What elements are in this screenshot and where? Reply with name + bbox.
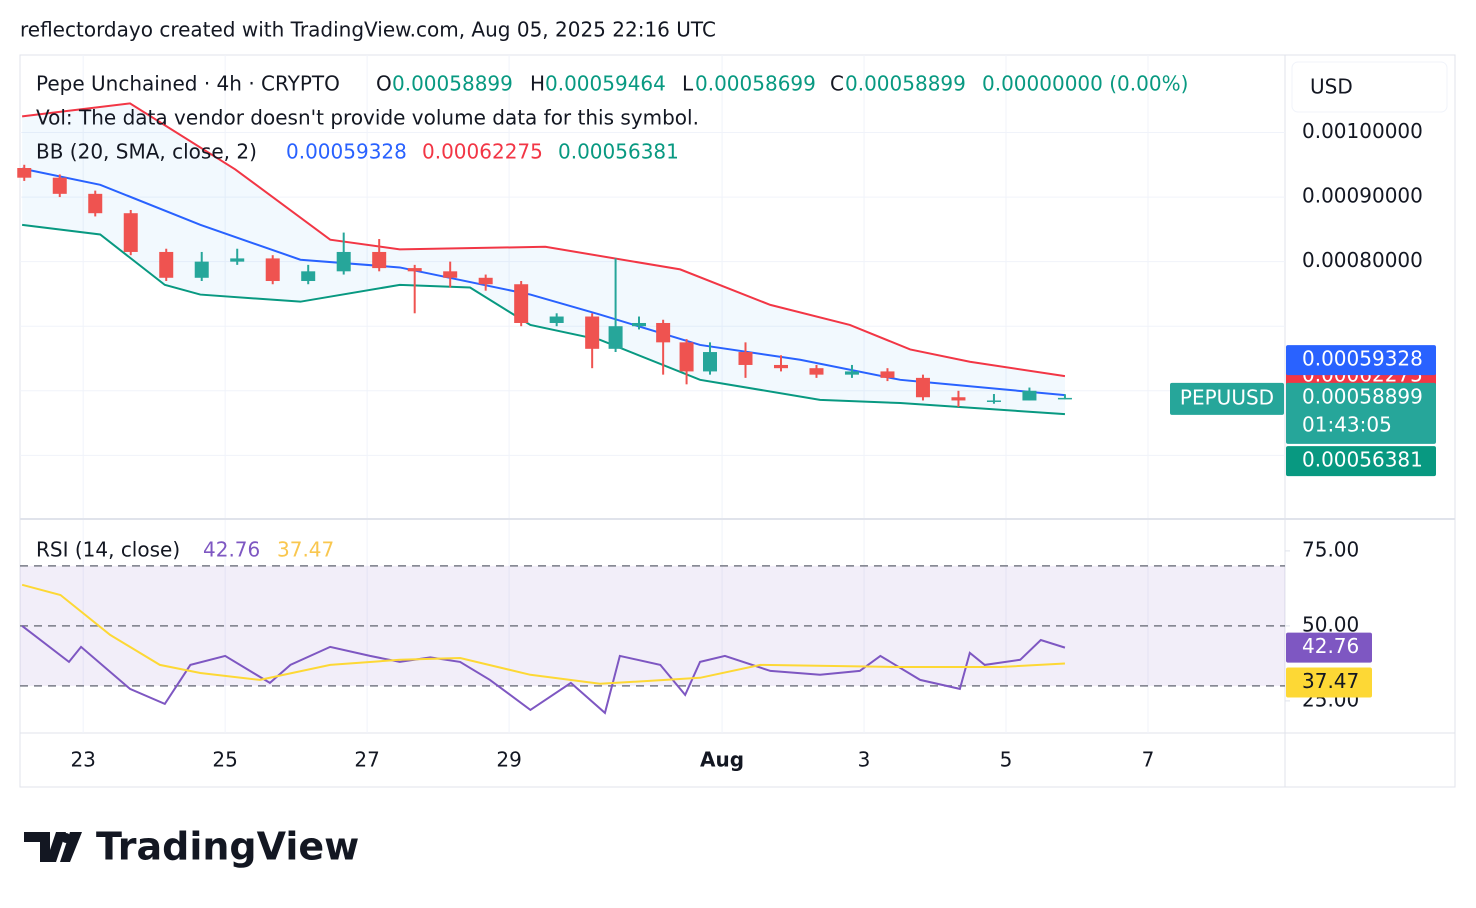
candle-body — [809, 368, 824, 375]
rsi-tag — [1286, 667, 1372, 698]
bb-lower — [22, 223, 1066, 416]
candle-body — [844, 371, 859, 375]
candle-body — [880, 371, 895, 378]
ohlc-value: 0.00059464 — [545, 72, 666, 96]
candle-body — [194, 261, 209, 278]
ohlc-label: O — [376, 72, 392, 96]
bb-title: BB (20, SMA, close, 2) — [36, 140, 257, 164]
x-tick-label: 25 — [212, 748, 237, 772]
volume-note: Vol: The data vendor doesn't provide vol… — [36, 106, 699, 130]
candle-body — [230, 258, 245, 262]
candle-body — [986, 400, 1001, 402]
candle-body — [123, 213, 138, 252]
x-tick-label: 7 — [1142, 748, 1155, 772]
candle-body — [656, 322, 671, 343]
candle-body — [1057, 397, 1072, 400]
plot: 23 25 27 29 Aug 3 5 7 0.00100000 0.00090000 0.0008… — [17, 55, 1423, 772]
price-tag — [1286, 345, 1436, 376]
x-tick-label: 3 — [858, 748, 871, 772]
candle-body — [585, 316, 600, 349]
chart-frame — [19, 54, 1456, 788]
currency: USD — [1310, 75, 1353, 99]
candle-body — [372, 251, 387, 269]
bb-band — [22, 103, 1065, 415]
rsi-title: RSI (14, close) — [36, 538, 180, 562]
y-tick-label: 0.00100000 — [1302, 119, 1423, 143]
bb-basis — [21, 167, 1066, 397]
price-tag-label: 0.00059328 — [1302, 347, 1423, 371]
candle-body — [159, 251, 174, 278]
y-tick-label: 0.00090000 — [1302, 184, 1423, 208]
credit: reflectordayo created with TradingView.c… — [20, 18, 716, 42]
candle-body — [265, 258, 280, 282]
last-price: 0.00058899 — [1302, 384, 1423, 408]
candle-body — [951, 397, 966, 401]
candle-body — [407, 268, 422, 272]
currency-box[interactable] — [1291, 61, 1448, 113]
rsi-tick-label: 50.00 — [1302, 612, 1359, 636]
countdown: 01:43:05 — [1302, 412, 1392, 436]
ohlc-value: 0.00058699 — [695, 72, 816, 96]
candle-body — [52, 177, 67, 194]
rsi-value: 37.47 — [277, 538, 334, 562]
y-tick-label: 0.00080000 — [1302, 248, 1423, 272]
bb-value: 0.00059328 — [286, 140, 407, 164]
ohlc-label: H — [530, 72, 545, 96]
rsi-line — [21, 625, 1066, 715]
candle-body — [88, 193, 103, 214]
change: 0.00000000 (0.00%) — [982, 72, 1188, 96]
candle-body — [336, 251, 351, 272]
candle-body — [773, 364, 788, 369]
candle-body — [17, 168, 32, 178]
ohlc-label: C — [830, 72, 844, 96]
rsi-tag — [1286, 632, 1372, 663]
logo-text: TradingView — [96, 825, 359, 869]
rsi-line — [21, 583, 1065, 685]
x-tick-label: Aug — [700, 748, 744, 772]
price-tag-label: 0.00056381 — [1302, 448, 1423, 472]
bb-upper — [22, 102, 1066, 378]
rsi-tick-label: 75.00 — [1302, 537, 1359, 561]
candle-body — [549, 316, 564, 323]
candle-body — [443, 271, 458, 278]
candle-body — [738, 352, 753, 365]
candle-body — [1022, 390, 1037, 401]
candle-body — [679, 342, 694, 372]
symbol-tag-label: PEPUUSD — [1180, 385, 1274, 409]
x-tick-label: 23 — [70, 748, 95, 772]
ohlc-value: 0.00058899 — [392, 72, 513, 96]
bb-value: 0.00062275 — [422, 140, 543, 164]
ohlc-label: L — [682, 72, 694, 96]
candle-body — [632, 322, 647, 327]
symbol-tag — [1170, 382, 1284, 415]
candle-body — [514, 284, 529, 323]
logo: TradingView — [24, 825, 359, 869]
symbol-title: Pepe Unchained · 4h · CRYPTO — [36, 72, 340, 96]
rsi-tag-label: 37.47 — [1302, 669, 1359, 693]
x-tick-label: 5 — [1000, 748, 1013, 772]
last-price-box — [1286, 382, 1436, 444]
candle-body — [478, 277, 493, 285]
candle-body — [703, 352, 717, 372]
rsi-value: 42.76 — [203, 538, 260, 562]
rsi-tag-label: 42.76 — [1302, 634, 1359, 658]
bb-value: 0.00056381 — [558, 140, 679, 164]
x-tick-label: 27 — [354, 748, 379, 772]
candle-body — [301, 271, 316, 282]
x-tick-label: 29 — [496, 748, 521, 772]
price-tag — [1286, 446, 1436, 477]
ohlc-value: 0.00058899 — [845, 72, 966, 96]
candle-body — [915, 377, 930, 398]
logo-dot — [61, 833, 71, 843]
candle-body — [608, 326, 623, 349]
